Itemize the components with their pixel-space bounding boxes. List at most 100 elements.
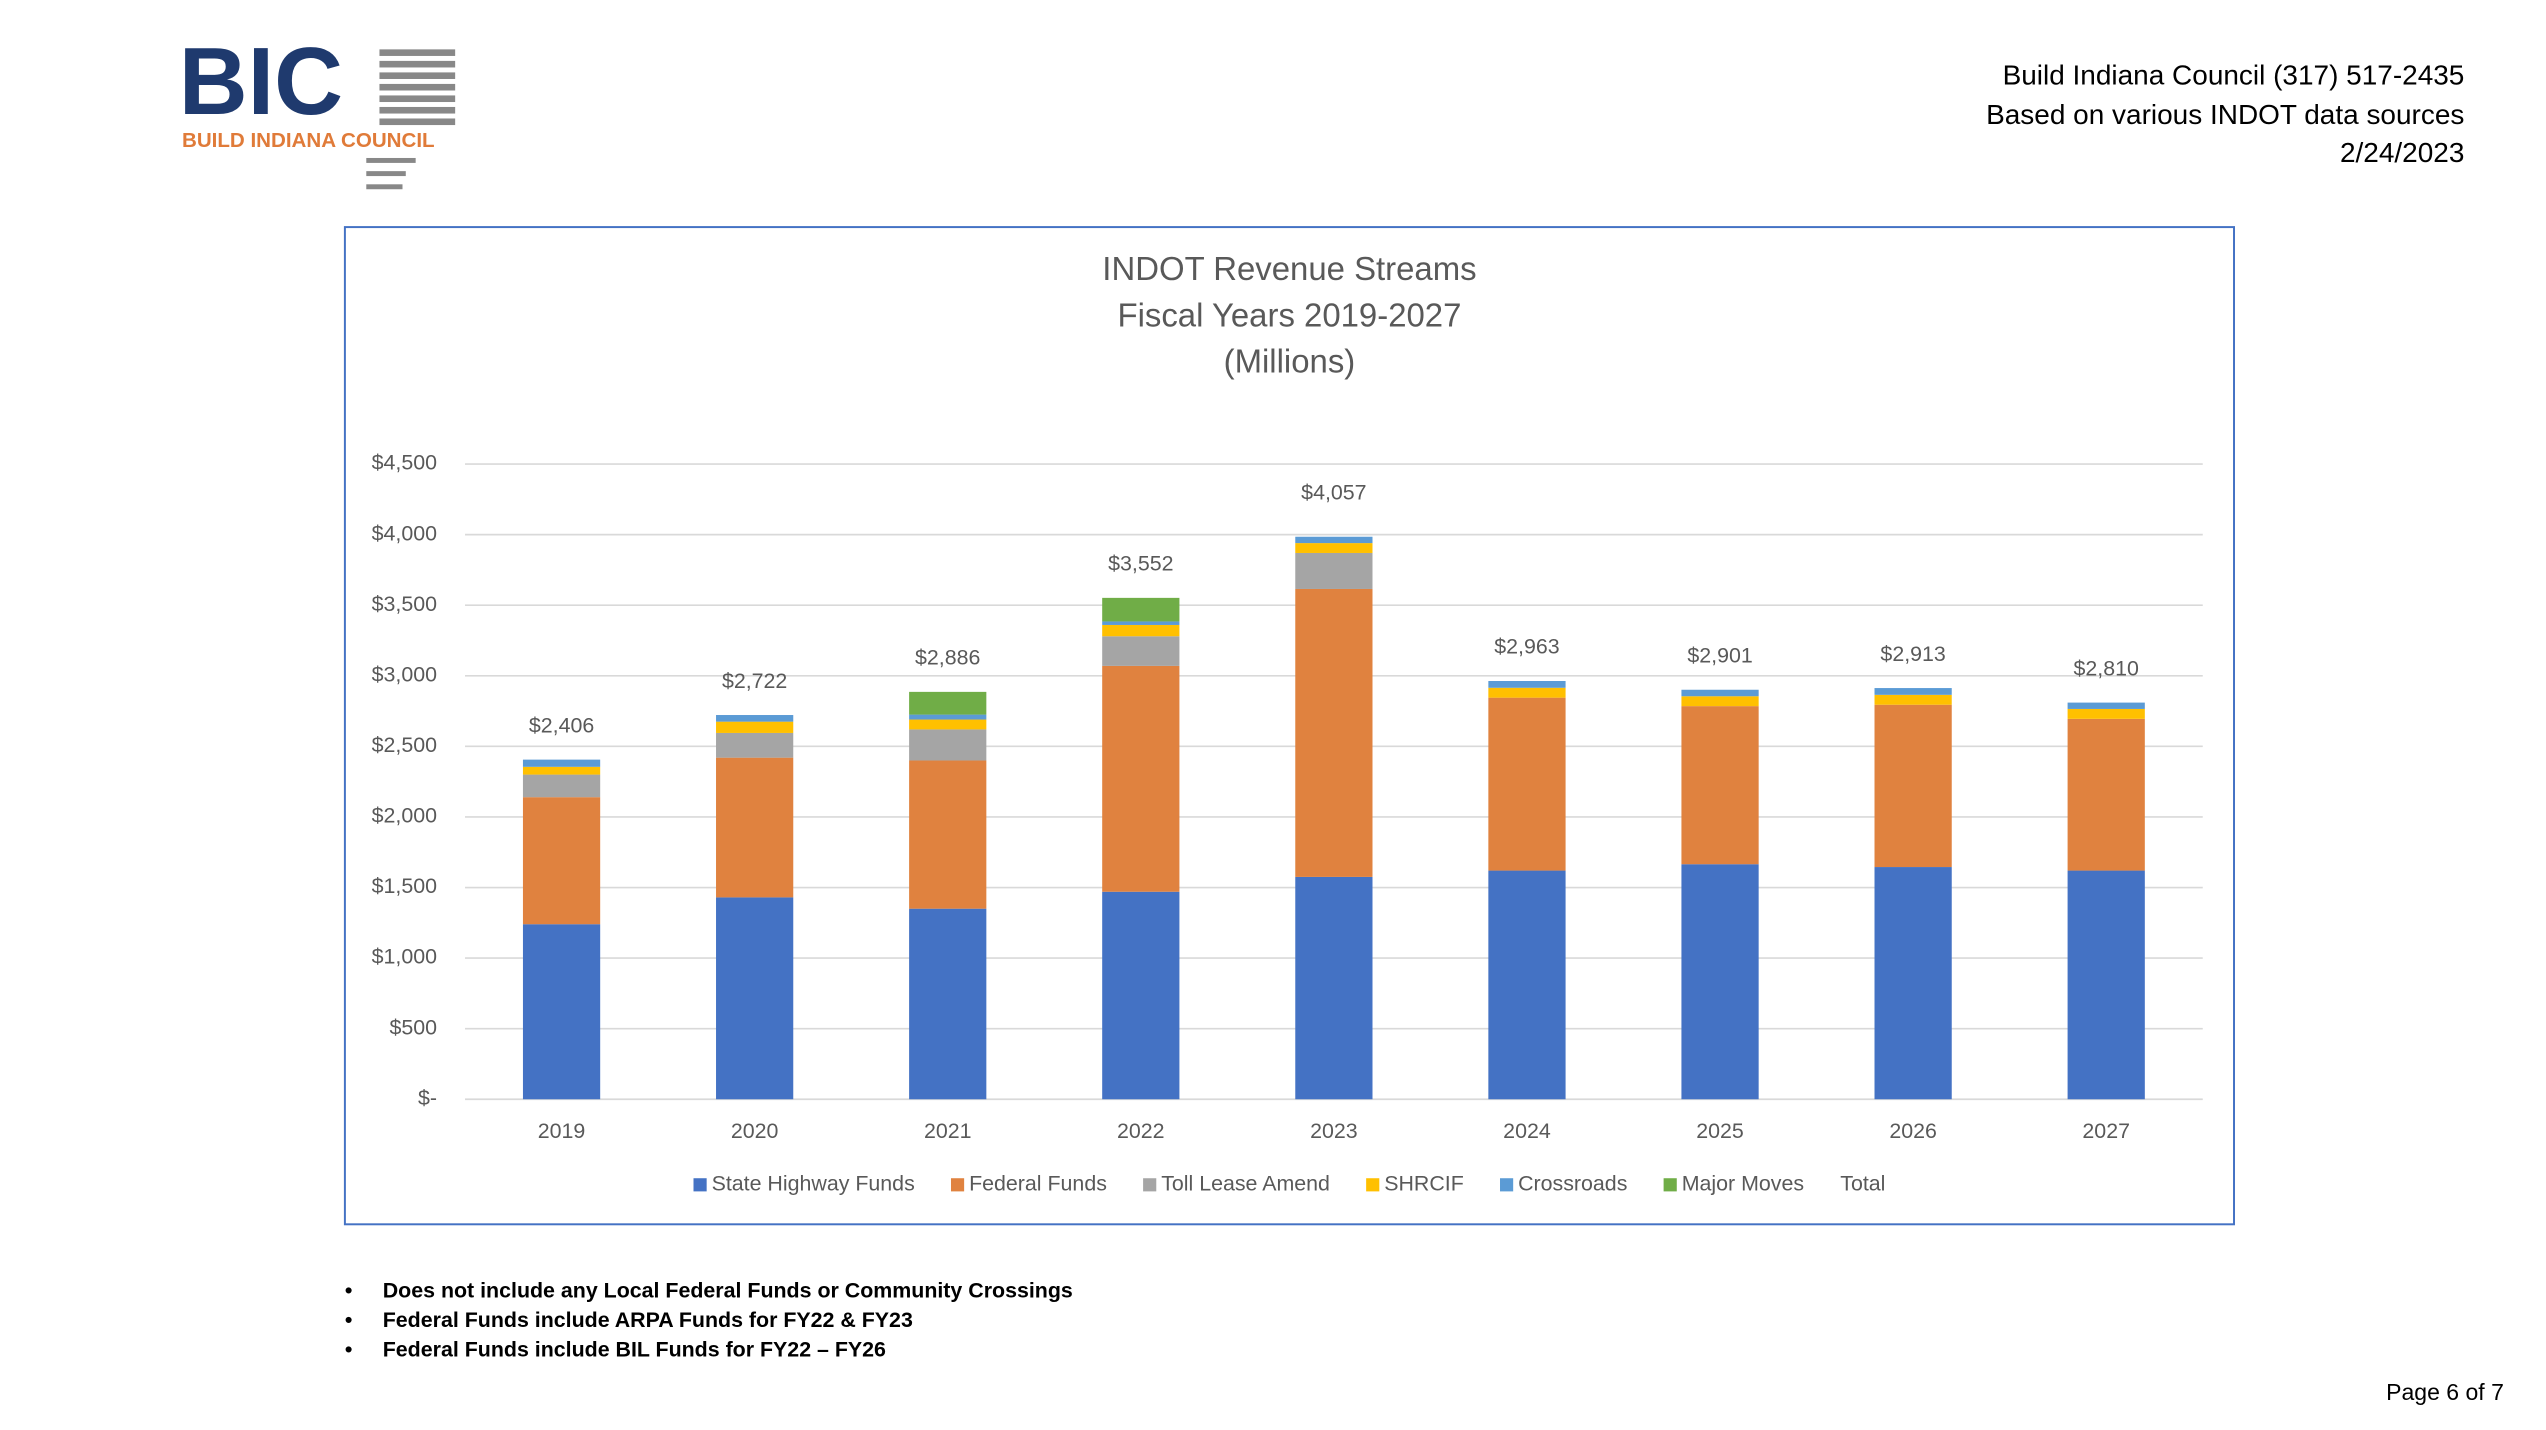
bar-segment xyxy=(909,729,987,761)
bar-segment xyxy=(1874,704,1952,868)
notes: • Does not include any Local Federal Fun… xyxy=(345,1278,1073,1361)
chart-title: Fiscal Years 2019-2027 xyxy=(1117,296,1461,333)
bar-segment xyxy=(1874,867,1952,1100)
legend-swatch xyxy=(693,1178,707,1192)
x-tick-label: 2025 xyxy=(1696,1119,1744,1143)
bar-segment xyxy=(2067,718,2145,871)
bullet: • xyxy=(345,1278,352,1302)
bar-segment xyxy=(716,757,794,898)
y-tick-label: $2,000 xyxy=(372,804,437,828)
legend-label: Total xyxy=(1840,1171,1885,1195)
y-tick-label: $1,000 xyxy=(372,945,437,969)
bar-segment xyxy=(909,691,987,715)
x-tick-label: 2020 xyxy=(731,1119,779,1143)
chart-title: INDOT Revenue Streams xyxy=(1102,250,1476,287)
total-label: $2,963 xyxy=(1494,635,1559,659)
bar-segment xyxy=(1295,543,1373,553)
bar-segment xyxy=(522,766,601,775)
logo-subtitle: BUILD INDIANA COUNCIL xyxy=(182,129,435,152)
bar-segment xyxy=(1102,624,1180,637)
bar-segment xyxy=(1295,876,1373,1100)
bar-segment xyxy=(2067,708,2145,719)
bar-segment xyxy=(1874,694,1952,705)
y-tick-label: $- xyxy=(418,1086,437,1110)
x-tick-label: 2021 xyxy=(924,1119,972,1143)
legend-swatch xyxy=(1500,1178,1514,1192)
x-tick-label: 2022 xyxy=(1117,1119,1165,1143)
bar-segment xyxy=(716,897,794,1100)
total-label: $2,886 xyxy=(915,646,980,670)
bar-segment xyxy=(1681,689,1759,697)
legend-label: Major Moves xyxy=(1682,1171,1804,1195)
x-tick-label: 2026 xyxy=(1889,1119,1937,1143)
bar-segment xyxy=(909,908,987,1100)
bar-segment xyxy=(522,774,601,798)
bar-segment xyxy=(1874,688,1952,695)
y-tick-label: $4,500 xyxy=(372,451,437,475)
chart-title: (Millions) xyxy=(1224,342,1356,379)
bar-segment xyxy=(522,797,601,925)
bar-segment xyxy=(1102,665,1180,892)
total-label: $3,552 xyxy=(1108,552,1173,576)
bar-segment xyxy=(716,732,794,758)
note: Does not include any Local Federal Funds… xyxy=(383,1278,1073,1302)
bullet: • xyxy=(345,1338,352,1362)
note: Federal Funds include ARPA Funds for FY2… xyxy=(383,1308,913,1332)
bar-segment xyxy=(1681,706,1759,865)
bar-segment xyxy=(1295,588,1373,877)
bar-segment xyxy=(1488,687,1566,698)
logo-text: BIC xyxy=(179,29,343,135)
bar-segment xyxy=(1102,597,1180,622)
bar-segment xyxy=(909,714,987,720)
bar-segment xyxy=(2067,870,2145,1100)
bar-segment xyxy=(1102,636,1180,666)
bar-segment xyxy=(1102,891,1180,1100)
bar-segment xyxy=(1295,552,1373,589)
x-tick-label: 2023 xyxy=(1310,1119,1358,1143)
bar-segment xyxy=(716,721,794,733)
y-tick-label: $3,500 xyxy=(372,592,437,616)
y-tick-label: $1,500 xyxy=(372,874,437,898)
y-tick-label: $500 xyxy=(389,1015,437,1039)
bar-segment xyxy=(716,715,794,722)
header-info: Build Indiana Council (317) 517-2435 Bas… xyxy=(1986,60,2464,168)
logo: BIC BUILD INDIANA COUNCIL xyxy=(179,29,456,190)
total-label: $2,722 xyxy=(722,669,787,693)
bar-segment xyxy=(522,924,601,1100)
y-tick-label: $4,000 xyxy=(372,521,437,545)
legend-label: Crossroads xyxy=(1518,1171,1627,1195)
logo-stripes xyxy=(366,49,456,190)
bar-segment xyxy=(522,759,601,767)
legend-label: SHRCIF xyxy=(1384,1171,1464,1195)
chart: INDOT Revenue Streams Fiscal Years 2019-… xyxy=(372,250,2203,1195)
x-tick-label: 2019 xyxy=(538,1119,586,1143)
total-label: $4,057 xyxy=(1301,480,1366,504)
bar-segment xyxy=(2067,702,2145,709)
bar-segment xyxy=(1295,536,1373,544)
bar-segment xyxy=(1681,864,1759,1100)
bar-segment xyxy=(1681,696,1759,707)
bar-segment xyxy=(1488,697,1566,871)
legend-swatch xyxy=(1143,1178,1157,1192)
total-label: $2,810 xyxy=(2074,656,2139,680)
bar-segment xyxy=(909,719,987,730)
legend-label: State Highway Funds xyxy=(712,1171,915,1195)
page-number: Page 6 of 7 xyxy=(2386,1379,2504,1405)
bar-segment xyxy=(909,760,987,909)
header-line: 2/24/2023 xyxy=(2340,137,2464,168)
legend-swatch xyxy=(1663,1178,1677,1192)
y-tick-label: $2,500 xyxy=(372,733,437,757)
total-label: $2,406 xyxy=(529,713,594,737)
header-line: Based on various INDOT data sources xyxy=(1986,99,2464,130)
header-line: Build Indiana Council (317) 517-2435 xyxy=(2003,60,2465,91)
y-tick-label: $3,000 xyxy=(372,662,437,686)
bar-segment xyxy=(1102,621,1180,625)
x-tick-label: 2027 xyxy=(2082,1119,2130,1143)
legend-label: Federal Funds xyxy=(969,1171,1107,1195)
x-tick-label: 2024 xyxy=(1503,1119,1551,1143)
bar-segment xyxy=(1488,681,1566,688)
note: Federal Funds include BIL Funds for FY22… xyxy=(383,1338,886,1362)
legend-swatch xyxy=(950,1178,965,1192)
